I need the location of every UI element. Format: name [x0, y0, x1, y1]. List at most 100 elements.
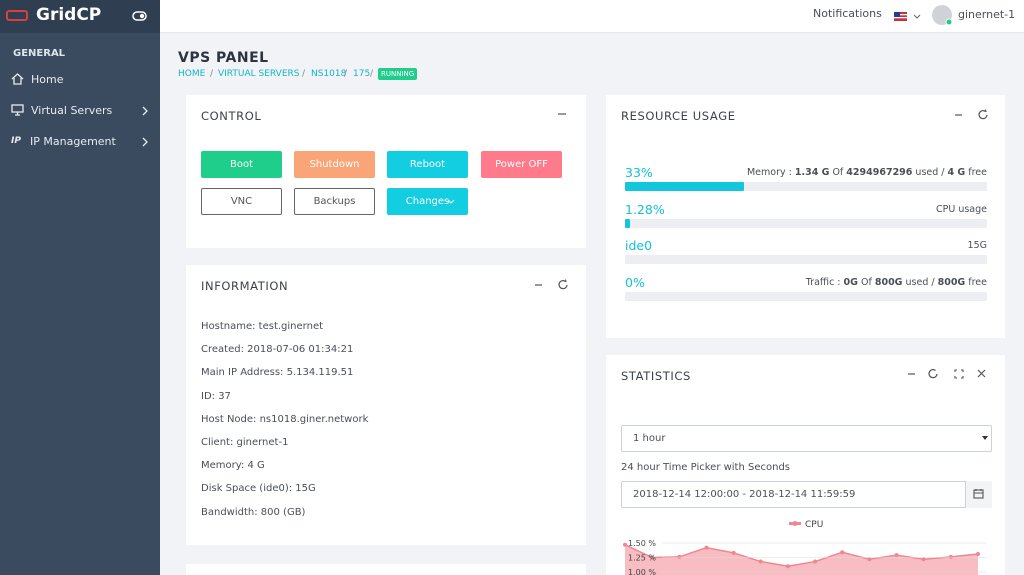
button[interactable]: Power OFF: [481, 151, 562, 178]
cpu-point: [650, 555, 655, 560]
breadcrumb[interactable]: 175: [353, 69, 371, 79]
user-name[interactable]: ginernet-1: [958, 8, 1016, 21]
breadcrumb[interactable]: NS1018: [311, 69, 347, 79]
usage-label: 0%: [625, 274, 645, 290]
breadcrumb-sep: /: [302, 69, 306, 79]
y-tick-label: 1.25 %: [628, 554, 656, 563]
info-line: Client: ginernet-1: [201, 437, 289, 448]
cpu-point: [948, 554, 953, 559]
y-tick-label: 1.00 %: [628, 568, 656, 575]
page-title: VPS PANEL: [178, 50, 269, 66]
usage-track: [625, 182, 987, 191]
flag[interactable]: [893, 12, 923, 22]
card-title: CONTROL: [201, 109, 262, 123]
home-icon: [11, 73, 24, 85]
detail-text: free: [965, 167, 987, 178]
resource-card: [606, 95, 1005, 338]
usage-bar: [625, 182, 745, 191]
chevron: [142, 106, 148, 116]
select-arrow: [982, 436, 988, 440]
cpu-point: [623, 542, 627, 547]
dropdown-caret: [447, 199, 455, 204]
date-picker[interactable]: 2018-12-14 12:00:00 - 2018-12-14 11:59:5…: [621, 481, 992, 508]
cpu-point: [813, 559, 818, 564]
usage-label: ide0: [625, 238, 653, 253]
logo: [6, 10, 28, 21]
detail-text: Of: [857, 276, 875, 288]
button[interactable]: Reboot: [387, 151, 468, 178]
detail-text: used /: [912, 167, 948, 178]
chevron: [142, 137, 148, 147]
cpu-area: [625, 544, 978, 575]
detail-text: 0G: [843, 276, 858, 288]
detail-text: free: [965, 276, 987, 288]
info-line: ID: 37: [201, 390, 231, 402]
cpu-point: [921, 557, 926, 562]
usage-detail: Traffic : 0G Of 800G used / 800G free: [806, 277, 987, 288]
cpu-line: [624, 544, 979, 567]
info-line: Hostname: test.ginernet: [201, 321, 324, 332]
info-line: Created: 2018-07-06 01:34:21: [201, 344, 354, 356]
card-tools[interactable]: [952, 109, 992, 121]
cpu-point: [785, 564, 790, 569]
nav-item[interactable]: Home: [31, 73, 64, 86]
toggle[interactable]: [132, 10, 148, 22]
card-tools[interactable]: [905, 368, 989, 380]
breadcrumb-sep: /: [370, 69, 374, 79]
info-line: Bandwidth: 800 (GB): [201, 506, 306, 518]
info-line: Disk Space (ide0): 15G: [201, 483, 316, 495]
picker-value: 2018-12-14 12:00:00 - 2018-12-14 11:59:5…: [633, 489, 856, 500]
card-title: RESOURCE USAGE: [621, 109, 736, 123]
legend-label: CPU: [805, 520, 823, 530]
nav-item[interactable]: IP Management: [30, 135, 116, 148]
info-line: Memory: 4 G: [201, 460, 265, 472]
detail-text: 4 G: [947, 167, 966, 178]
usage-track: [625, 255, 987, 264]
usage-detail: Memory : 1.34 G Of 4294967296 used / 4 G…: [747, 167, 987, 178]
monitor-icon: [11, 104, 24, 116]
calendar-button[interactable]: [965, 481, 992, 508]
breadcrumb[interactable]: VIRTUAL SERVERS: [218, 69, 300, 79]
select-value: 1 hour: [633, 433, 666, 444]
brand: GridCP: [36, 5, 102, 25]
cpu-point: [867, 557, 872, 562]
sidebar: GridCP GENERAL Home Virtual Servers IP I…: [0, 0, 160, 575]
detail-text: Of: [829, 167, 847, 178]
usage-track: [625, 291, 987, 301]
nav-item[interactable]: Virtual Servers: [31, 104, 113, 117]
info-line: Main IP Address: 5.134.119.51: [201, 367, 354, 379]
cpu-point: [840, 550, 845, 555]
button[interactable]: VNC: [201, 188, 282, 215]
button[interactable]: Boot: [201, 151, 282, 178]
section-label: GENERAL: [13, 48, 66, 59]
ip-icon: IP: [11, 136, 21, 146]
usage-detail: 15G: [968, 240, 987, 251]
range-select[interactable]: 1 hour: [621, 425, 992, 452]
information-card: [186, 265, 586, 545]
card-tools[interactable]: [532, 279, 572, 291]
detail-text: Traffic :: [805, 276, 844, 288]
button[interactable]: Changes: [387, 188, 468, 215]
cpu-point: [894, 553, 899, 558]
detail-text: used /: [902, 276, 938, 288]
breadcrumb[interactable]: HOME: [178, 69, 206, 79]
picker-label: 24 hour Time Picker with Seconds: [621, 462, 791, 473]
statistics-card: [606, 355, 1005, 575]
detail-text: 800G: [874, 276, 903, 288]
detail-text: 4294967296: [846, 167, 913, 178]
notifications[interactable]: Notifications: [813, 7, 882, 20]
card-title: INFORMATION: [201, 279, 289, 293]
detail-text: 15G: [967, 240, 987, 251]
cpu-point: [731, 550, 736, 555]
cpu-point: [677, 554, 682, 559]
button[interactable]: Shutdown: [294, 151, 375, 178]
detail-text: 1.34 G: [794, 167, 830, 178]
avatar[interactable]: [931, 4, 955, 28]
legend-marker: [792, 521, 798, 526]
usage-detail: CPU usage: [936, 204, 987, 215]
card: [186, 564, 586, 575]
cpu-chart: CPU 1.50 % 1.25 % 1.00 %: [623, 520, 987, 575]
button[interactable]: Backups: [294, 188, 375, 215]
cpu-point: [976, 552, 980, 557]
collapse-icon[interactable]: [556, 110, 568, 118]
